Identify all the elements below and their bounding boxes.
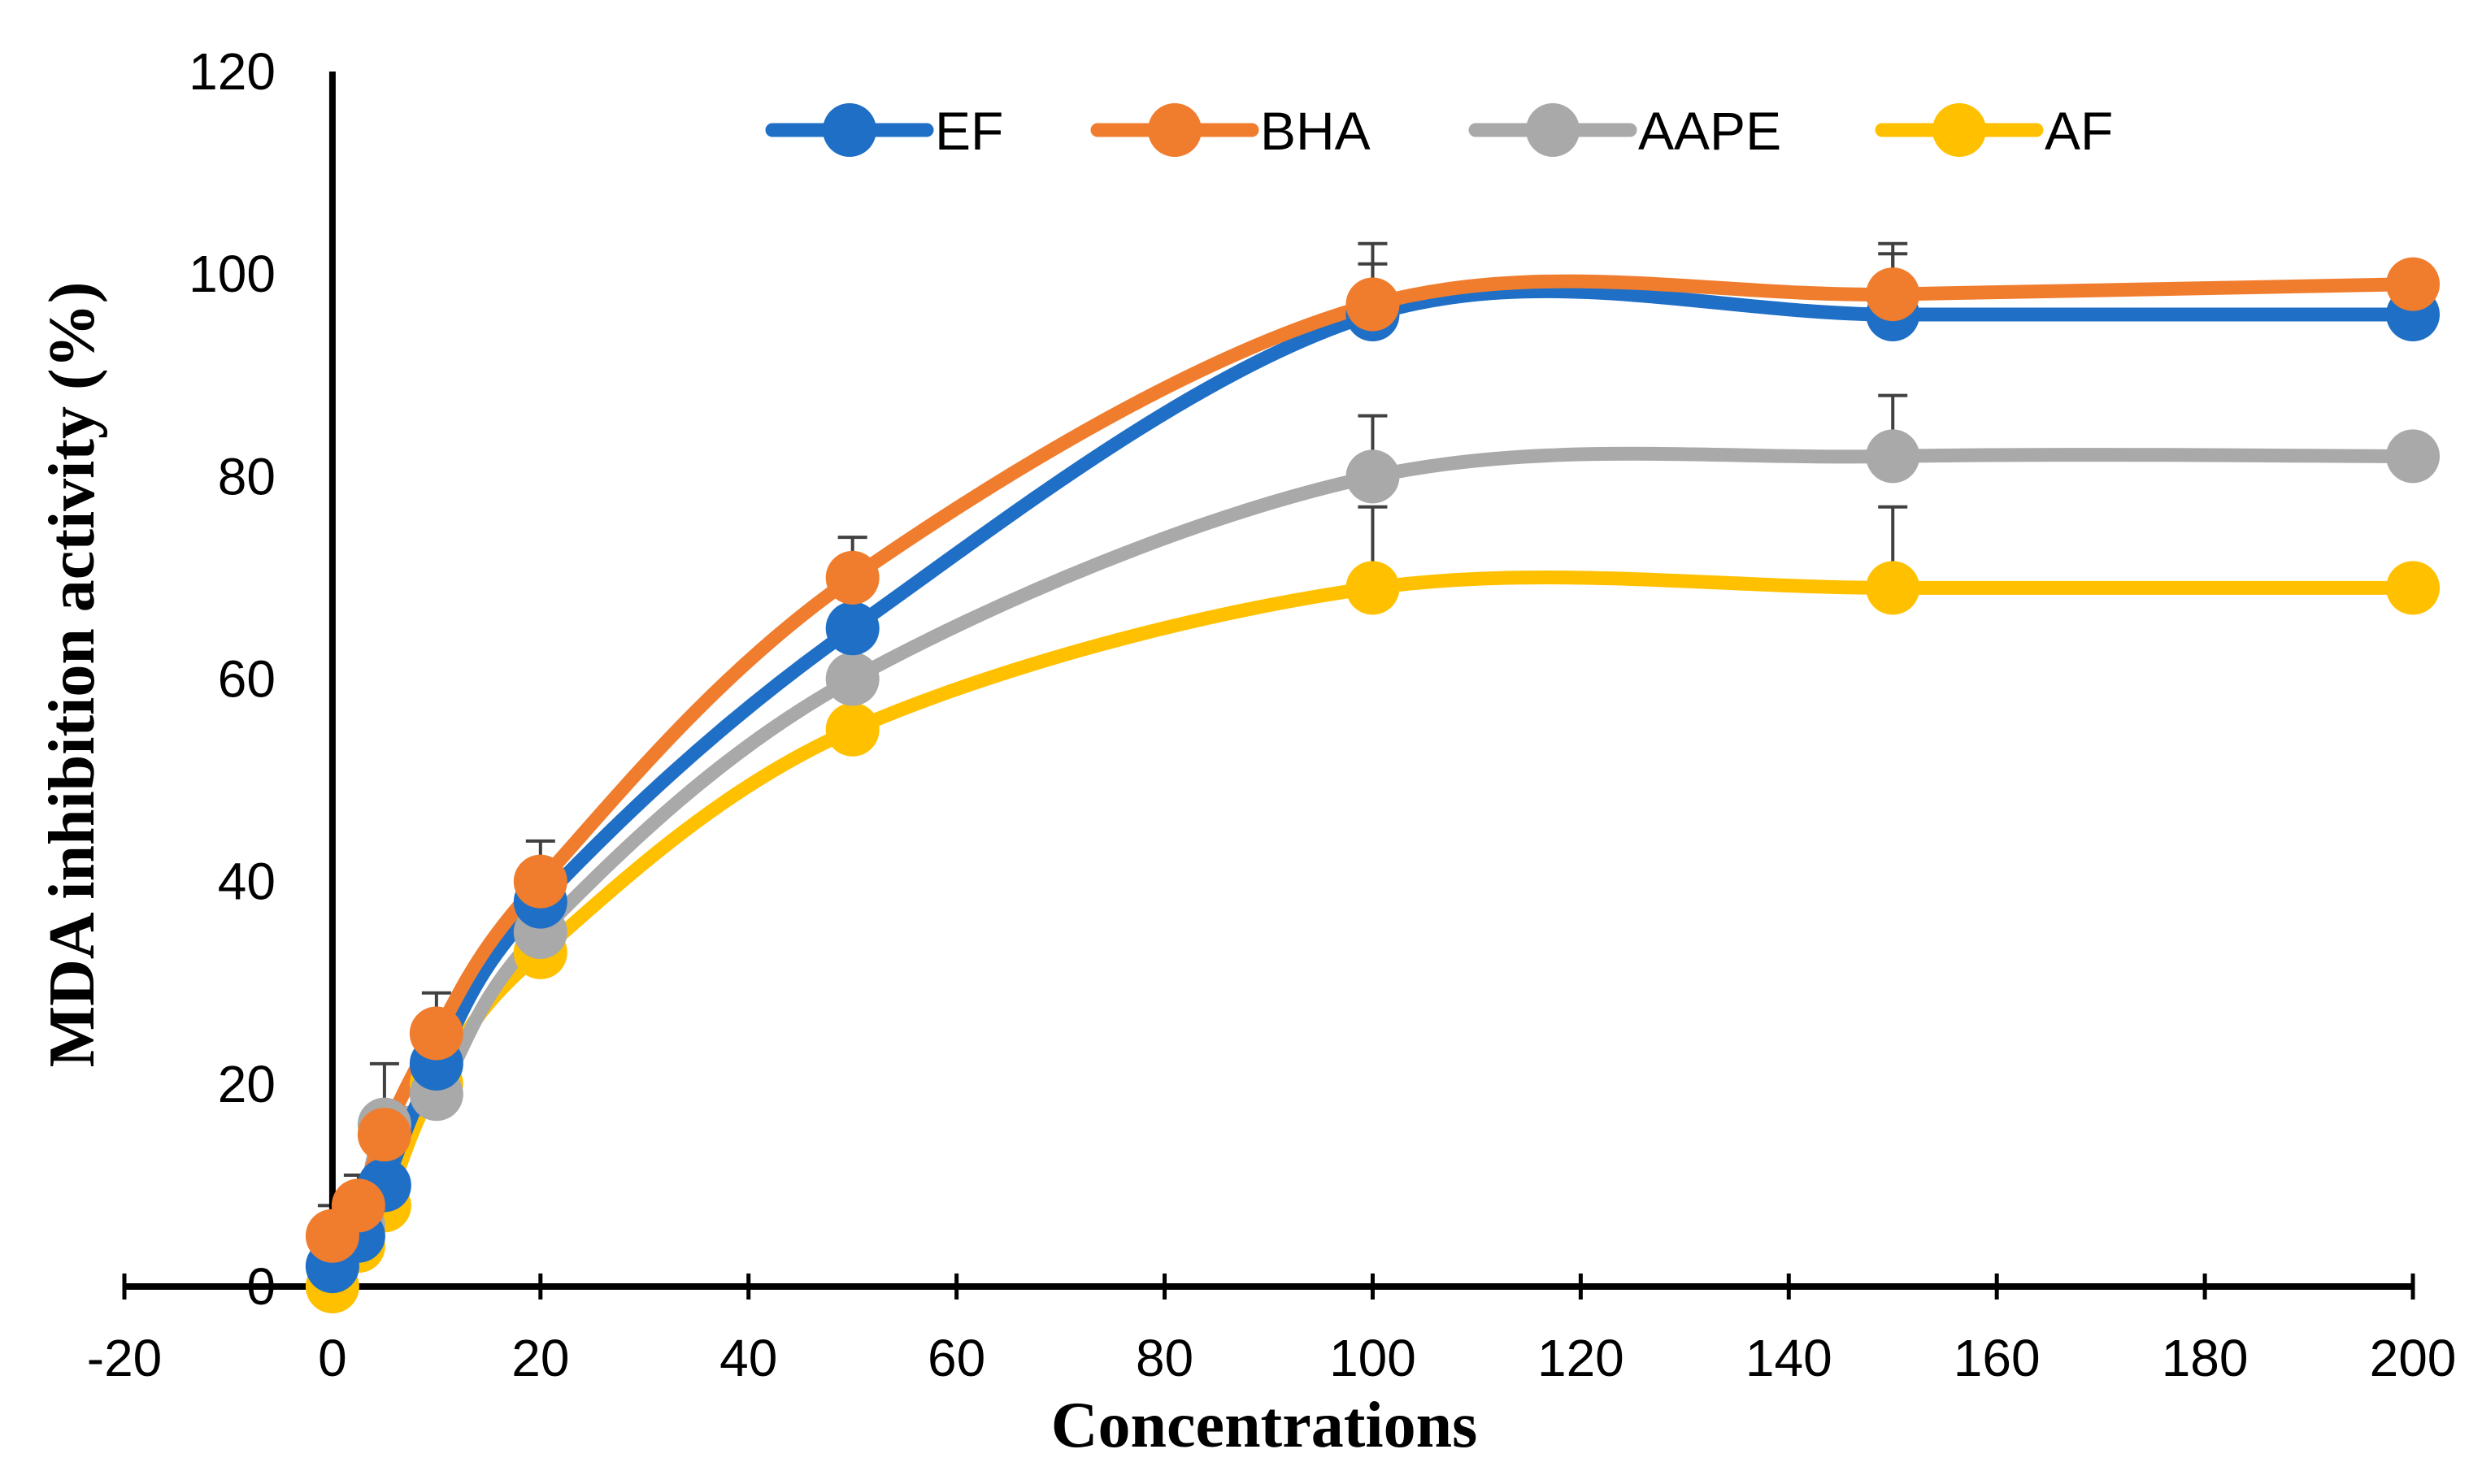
legend-item-bha: BHA — [1090, 101, 1371, 161]
y-tick-label: 120 — [189, 42, 276, 101]
x-tick-label: 200 — [2370, 1329, 2457, 1387]
legend-item-af: AF — [1875, 101, 2113, 161]
data-point-af — [825, 702, 880, 757]
y-tick-label: 80 — [218, 447, 276, 506]
data-point-af — [1866, 561, 1920, 615]
data-point-bha — [409, 1006, 463, 1061]
data-point-aape — [2386, 429, 2440, 484]
data-point-bha — [513, 854, 567, 909]
data-point-bha — [331, 1178, 385, 1233]
legend-swatch-marker-bha — [1148, 103, 1202, 157]
series-markers — [305, 257, 2440, 1313]
x-tick-label: 40 — [719, 1329, 777, 1387]
y-tick-label: 20 — [218, 1055, 276, 1113]
legend-swatch-marker-af — [1932, 103, 1986, 157]
error-bars — [317, 241, 1908, 1287]
legend: EF BHA AAPE AF — [765, 101, 2113, 161]
data-point-bha — [825, 550, 880, 605]
legend-label-aape: AAPE — [1638, 101, 1781, 161]
x-axis-title: Concentrations — [1051, 1390, 1477, 1461]
data-point-af — [2386, 561, 2440, 615]
data-point-aape — [1866, 429, 1920, 484]
legend-swatch-marker-aape — [1526, 103, 1580, 157]
y-tick-label: 40 — [218, 853, 276, 911]
data-point-bha — [1345, 277, 1400, 332]
x-tick-label: -20 — [87, 1329, 163, 1387]
x-tick-label: 80 — [1136, 1329, 1193, 1387]
x-tick-label: 160 — [1954, 1329, 2041, 1387]
data-point-bha — [1866, 267, 1920, 322]
legend-label-bha: BHA — [1260, 101, 1371, 161]
x-tick-label: 100 — [1329, 1329, 1416, 1387]
legend-swatch-marker-ef — [823, 103, 876, 157]
data-point-af — [1345, 561, 1400, 615]
x-tick-label: 60 — [928, 1329, 985, 1387]
axes: -20 0 20 40 60 80 100 120 140 160 180 200 0 20 40 60 80 1… — [87, 42, 2457, 1387]
y-tick-label: 60 — [218, 650, 276, 709]
data-point-aape — [1345, 449, 1400, 504]
x-tick-label: 20 — [511, 1329, 569, 1387]
legend-label-ef: EF — [935, 101, 1003, 161]
x-tick-label: 140 — [1745, 1329, 1832, 1387]
x-tick-label: 120 — [1537, 1329, 1624, 1387]
y-tick-label: 100 — [189, 245, 276, 303]
x-tick-label: 180 — [2162, 1329, 2249, 1387]
data-point-aape — [825, 652, 880, 706]
legend-item-ef: EF — [765, 101, 1003, 161]
data-point-ef — [825, 601, 880, 656]
data-point-bha — [2386, 257, 2440, 311]
y-tick-label: 0 — [246, 1257, 276, 1316]
series-line-af — [325, 570, 2420, 1294]
y-axis-title: MDA inhibition activity (%) — [37, 282, 108, 1068]
legend-item-aape: AAPE — [1468, 101, 1781, 161]
legend-label-af: AF — [2045, 101, 2113, 161]
data-point-bha — [357, 1108, 411, 1162]
x-tick-label: 0 — [318, 1329, 347, 1387]
